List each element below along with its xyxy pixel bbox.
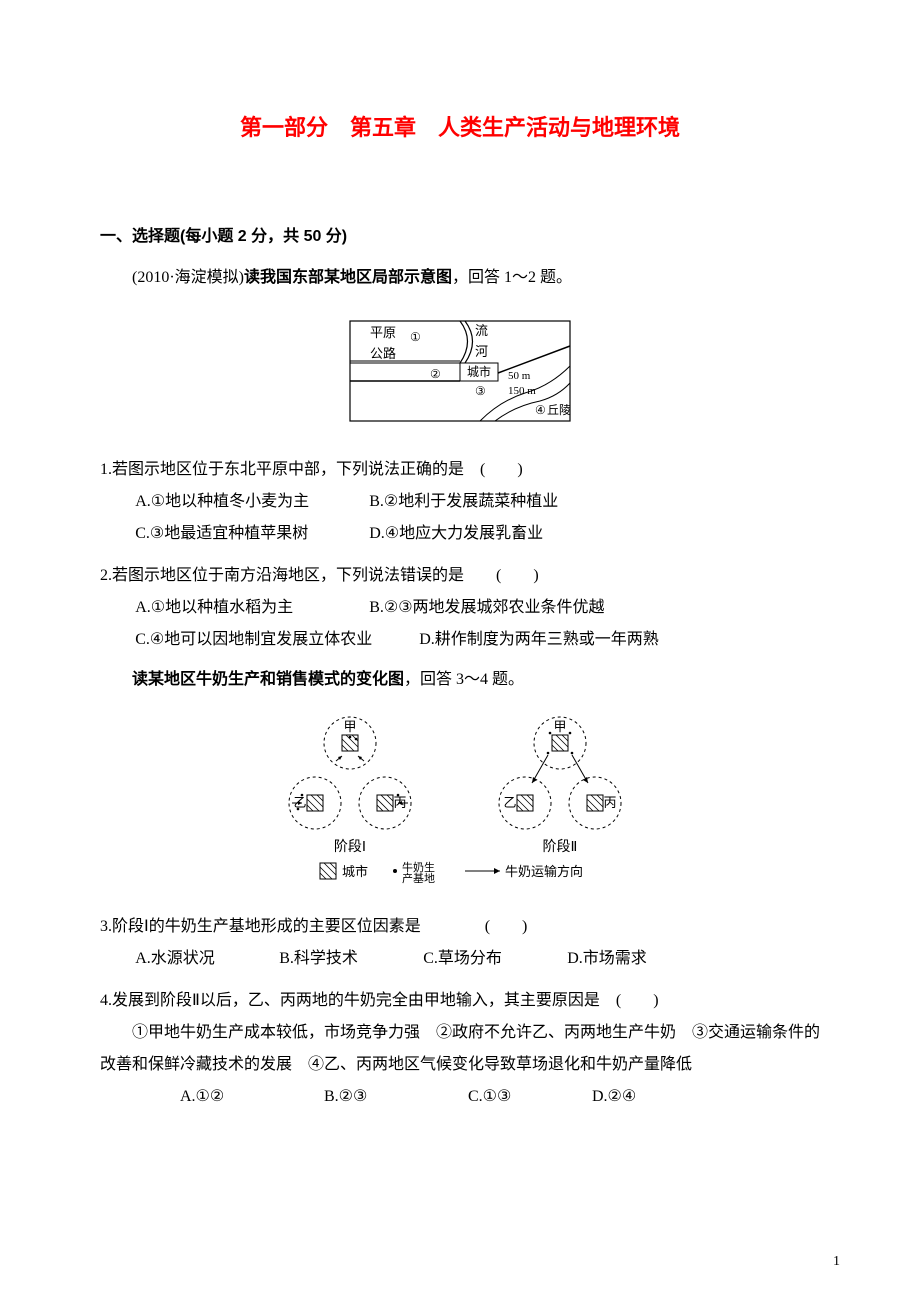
- q3-option-b: B.科学技术: [279, 943, 419, 975]
- q4-option-a: A.①②: [180, 1081, 320, 1113]
- stage1-label: 阶段Ⅰ: [334, 839, 366, 855]
- q2-option-a: A.①地以种植水稻为主: [135, 592, 365, 624]
- q4-option-c: C.①③: [468, 1081, 588, 1113]
- legend-base-2: 产基地: [402, 871, 435, 885]
- intro1-suffix: ，回答 1～2 题。: [452, 269, 572, 286]
- question-3: 3.阶段Ⅰ的牛奶生产基地形成的主要区位因素是 ( ) A.水源状况 B.科学技术…: [100, 911, 820, 975]
- q3-option-a: A.水源状况: [135, 943, 275, 975]
- question-4: 4.发展到阶段Ⅱ以后，乙、丙两地的牛奶完全由甲地输入，其主要原因是 ( ) ①甲…: [100, 985, 820, 1113]
- q4-option-d: D.②④: [592, 1081, 636, 1113]
- intro1-bold: 读我国东部某地区局部示意图: [244, 269, 452, 286]
- marker-2: ②: [430, 367, 441, 381]
- q1-option-b: B.②地利于发展蔬菜种植业: [369, 486, 558, 518]
- question-1: 1.若图示地区位于东北平原中部，下列说法正确的是 ( ) A.①地以种植冬小麦为…: [100, 454, 820, 550]
- river-top: 流: [475, 323, 488, 338]
- stage2-label: 阶段Ⅱ: [543, 839, 578, 855]
- figure-1: 城市 平原 ① 公路 流 河 ② ③ 50 m 150 m ④ 丘陵: [100, 311, 820, 436]
- page-number: 1: [833, 1254, 840, 1270]
- q1-option-a: A.①地以种植冬小麦为主: [135, 486, 365, 518]
- intro1-prefix: (2010·海淀模拟): [132, 269, 244, 286]
- question-2: 2.若图示地区位于南方沿海地区，下列说法错误的是 ( ) A.①地以种植水稻为主…: [100, 560, 820, 656]
- q4-para: ①甲地牛奶生产成本较低，市场竞争力强 ②政府不允许乙、丙两地生产牛奶 ③交通运输…: [100, 1017, 820, 1081]
- q2-option-c: C.④地可以因地制宜发展立体农业: [135, 624, 415, 656]
- q4-option-b: B.②③: [324, 1081, 464, 1113]
- legend-arrow: 牛奶运输方向: [505, 864, 583, 879]
- jia-2: 甲: [553, 719, 566, 734]
- contour-150: 150 m: [508, 385, 536, 397]
- q2-option-d: D.耕作制度为两年三熟或一年两熟: [419, 624, 659, 656]
- q1-option-d: D.④地应大力发展乳畜业: [369, 518, 543, 550]
- page-title: 第一部分 第五章 人类生产活动与地理环境: [100, 110, 820, 142]
- section-header: 一、选择题(每小题 2 分，共 50 分): [100, 222, 820, 246]
- bing-2: 丙: [603, 795, 616, 810]
- q1-text: 1.若图示地区位于东北平原中部，下列说法正确的是 ( ): [100, 454, 820, 486]
- road-label: 公路: [370, 346, 396, 361]
- plain-label: 平原: [370, 325, 396, 340]
- city-label: 城市: [467, 364, 491, 379]
- q3-option-d: D.市场需求: [567, 943, 647, 975]
- intro2-bold: 读某地区牛奶生产和销售模式的变化图: [132, 671, 404, 688]
- marker-1: ①: [410, 330, 421, 344]
- q2-option-b: B.②③两地发展城郊农业条件优越: [369, 592, 604, 624]
- jia-1: 甲: [343, 719, 356, 734]
- intro-2: 读某地区牛奶生产和销售模式的变化图，回答 3～4 题。: [100, 666, 820, 695]
- intro2-suffix: ，回答 3～4 题。: [404, 671, 524, 688]
- intro-1: (2010·海淀模拟)读我国东部某地区局部示意图，回答 1～2 题。: [100, 264, 820, 293]
- legend-city: 城市: [342, 864, 368, 879]
- q3-text: 3.阶段Ⅰ的牛奶生产基地形成的主要区位因素是 ( ): [100, 911, 820, 943]
- q3-option-c: C.草场分布: [423, 943, 563, 975]
- q4-text: 4.发展到阶段Ⅱ以后，乙、丙两地的牛奶完全由甲地输入，其主要原因是 ( ): [100, 985, 820, 1017]
- q1-option-c: C.③地最适宜种植苹果树: [135, 518, 365, 550]
- contour-50: 50 m: [508, 370, 531, 382]
- legend-base-1: 牛奶生: [402, 860, 435, 874]
- marker-3: ③: [475, 384, 486, 398]
- yi-2: 乙: [503, 795, 516, 810]
- q2-text: 2.若图示地区位于南方沿海地区，下列说法错误的是 ( ): [100, 560, 820, 592]
- figure-2: 甲 乙: [100, 713, 820, 893]
- river-bottom: 河: [475, 344, 488, 359]
- marker-4: ④: [535, 403, 546, 417]
- hill-label: 丘陵: [547, 403, 571, 417]
